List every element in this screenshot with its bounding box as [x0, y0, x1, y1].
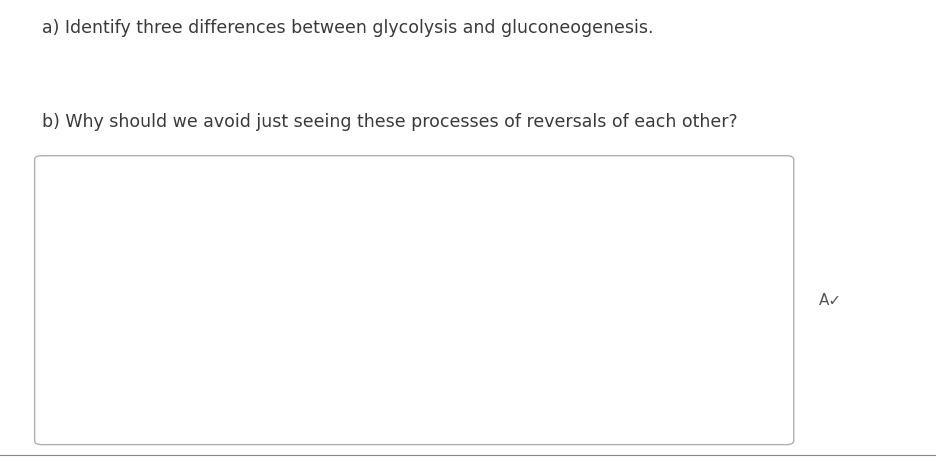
- Text: b) Why should we avoid just seeing these processes of reversals of each other?: b) Why should we avoid just seeing these…: [42, 113, 738, 130]
- Text: A✓: A✓: [819, 293, 842, 308]
- FancyBboxPatch shape: [35, 156, 794, 445]
- Text: a) Identify three differences between glycolysis and gluconeogenesis.: a) Identify three differences between gl…: [42, 19, 653, 37]
